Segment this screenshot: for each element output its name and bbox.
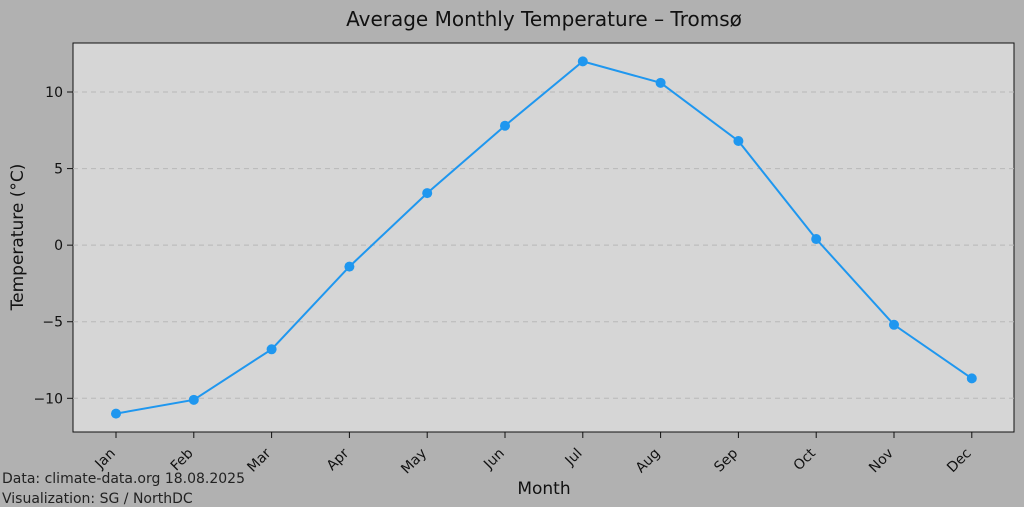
x-tick-label: Dec	[944, 446, 974, 476]
y-tick-label: −5	[42, 315, 63, 331]
y-tick-label: 5	[54, 162, 63, 178]
data-point-may	[422, 188, 433, 199]
data-point-aug	[655, 77, 666, 88]
data-point-apr	[344, 261, 355, 272]
x-tick-label: Jul	[562, 446, 586, 470]
data-point-jul	[577, 56, 588, 67]
x-tick-label: Oct	[791, 445, 820, 474]
data-point-jan	[111, 408, 121, 419]
x-tick-label: May	[398, 446, 430, 478]
y-tick-label: −10	[33, 391, 63, 407]
temperature-points	[111, 56, 977, 419]
x-tick-label: Jan	[92, 446, 119, 473]
plot-area	[72, 42, 1015, 433]
data-point-mar	[266, 344, 277, 355]
data-point-sep	[733, 136, 744, 147]
y-axis: −10 −5 0 5 10	[33, 85, 73, 407]
data-point-dec	[966, 373, 977, 384]
data-point-feb	[188, 394, 199, 405]
y-tick-label: 10	[45, 85, 63, 101]
y-tick-label: 0	[54, 238, 63, 254]
x-tick-label: Nov	[866, 446, 897, 477]
x-tick-label: Apr	[324, 445, 353, 474]
x-tick-label: Jun	[480, 446, 507, 473]
data-source-note: Data: climate-data.org 18.08.2025	[2, 471, 245, 487]
visualization-credit: Visualization: SG / NorthDC	[2, 491, 193, 507]
data-point-nov	[889, 319, 899, 330]
x-tick-label: Aug	[633, 446, 664, 477]
grid-lines	[73, 91, 1014, 399]
data-point-oct	[811, 234, 822, 245]
x-axis-title: Month	[517, 479, 570, 499]
temperature-series-line	[115, 60, 973, 415]
chart-title: Average Monthly Temperature – Tromsø	[346, 7, 742, 31]
y-axis-title: Temperature (°C)	[8, 164, 28, 312]
x-tick-label: Mar	[244, 445, 274, 475]
x-tick-label: Sep	[711, 445, 741, 475]
data-point-jun	[500, 120, 510, 131]
